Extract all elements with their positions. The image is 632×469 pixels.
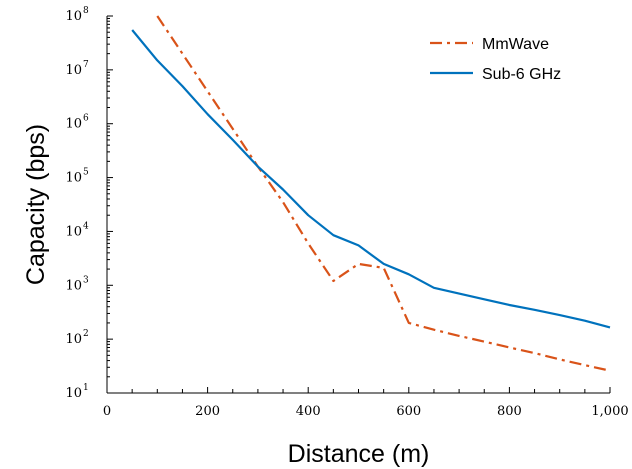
x-tick-label: 1,000 <box>591 404 628 419</box>
series-line-sub-6-ghz <box>131 29 611 329</box>
y-tick-label: 10 4 <box>65 221 89 239</box>
legend-label: MmWave <box>482 36 549 53</box>
y-tick-base: 10 <box>65 386 82 401</box>
y-tick-base: 10 <box>65 9 82 24</box>
y-tick-label: 10 3 <box>65 275 89 293</box>
y-tick-exponent: 2 <box>83 329 89 339</box>
y-tick-base: 10 <box>65 117 82 132</box>
y-tick-base: 10 <box>65 278 82 293</box>
y-tick-base: 10 <box>65 171 82 186</box>
x-axis-ticks: 0 200 400 600 800 1,000 <box>103 387 629 419</box>
y-tick-base: 10 <box>65 63 82 78</box>
y-tick-exponent: 6 <box>83 114 89 124</box>
y-tick-base: 10 <box>65 332 82 347</box>
y-tick-label: 10 1 <box>65 383 88 401</box>
y-tick-label: 10 7 <box>65 60 89 78</box>
x-tick-label: 200 <box>195 404 220 419</box>
y-tick-exponent: 1 <box>83 383 89 393</box>
y-tick-exponent: 8 <box>83 6 89 16</box>
x-tick-label: 600 <box>396 404 421 419</box>
y-tick-exponent: 7 <box>83 60 89 70</box>
y-tick-exponent: 4 <box>83 221 89 231</box>
series-lines <box>131 15 611 372</box>
legend-label: Sub-6 GHz <box>482 66 561 83</box>
y-tick-label: 10 6 <box>65 114 89 132</box>
series-line-mmwave <box>156 15 611 372</box>
x-tick-label: 0 <box>103 404 111 419</box>
y-tick-exponent: 3 <box>83 275 89 285</box>
x-axis-label: Distance (m) <box>288 440 430 468</box>
y-tick-label: 10 8 <box>65 6 89 24</box>
y-axis-label: Capacity (bps) <box>22 124 50 285</box>
y-tick-exponent: 5 <box>83 168 89 178</box>
x-tick-label: 800 <box>497 404 522 419</box>
x-tick-label: 400 <box>296 404 321 419</box>
y-tick-label: 10 2 <box>65 329 88 347</box>
y-tick-base: 10 <box>65 224 82 239</box>
y-tick-label: 10 5 <box>65 168 89 186</box>
legend: MmWave Sub-6 GHz <box>430 36 561 83</box>
